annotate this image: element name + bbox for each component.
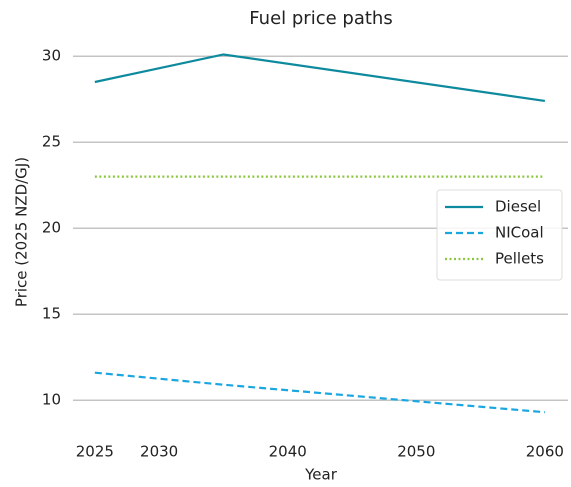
legend-box bbox=[436, 189, 563, 281]
x-tick-label: 2025 bbox=[76, 443, 114, 461]
x-axis-label: Year bbox=[304, 466, 338, 484]
legend-label: Pellets bbox=[495, 250, 544, 268]
series-line bbox=[94, 53, 546, 103]
legend-label: NICoal bbox=[495, 224, 544, 242]
y-tick-label: 25 bbox=[42, 133, 61, 151]
x-tick-label: 2050 bbox=[397, 443, 435, 461]
y-tick-label: 30 bbox=[42, 47, 61, 65]
x-tick-label: 2040 bbox=[269, 443, 307, 461]
legend-label: Diesel bbox=[495, 198, 541, 216]
y-tick-label: 20 bbox=[42, 219, 61, 237]
x-tick-label: 2060 bbox=[526, 443, 564, 461]
y-tick-label: 10 bbox=[42, 391, 61, 409]
chart-title: Fuel price paths bbox=[249, 8, 392, 29]
series-line bbox=[94, 371, 545, 414]
y-axis-label: Price (2025 NZD/GJ) bbox=[13, 157, 31, 307]
x-tick-label: 2030 bbox=[140, 443, 178, 461]
y-tick-label: 15 bbox=[42, 305, 61, 323]
